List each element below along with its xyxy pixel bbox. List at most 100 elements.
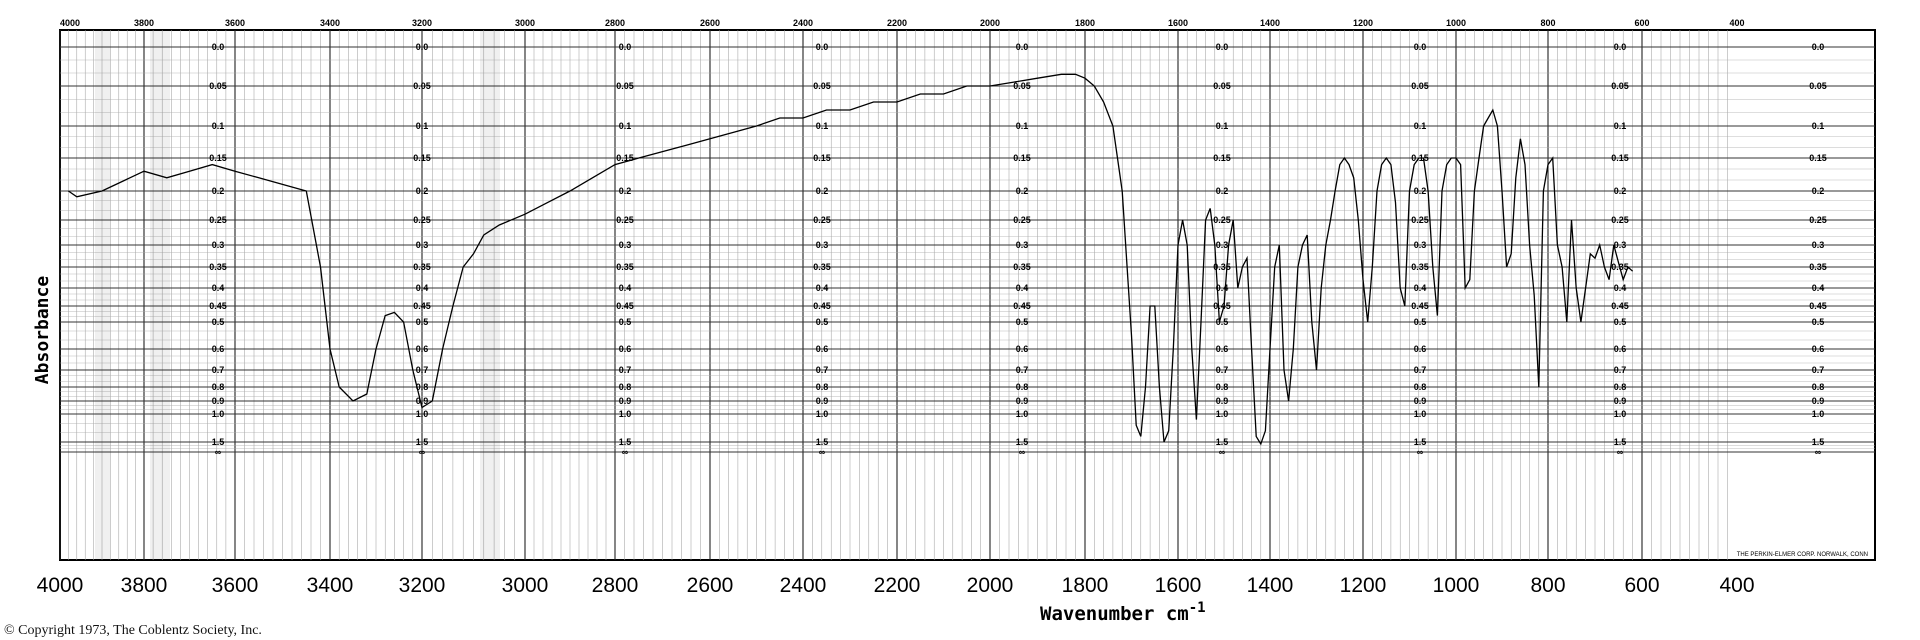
- bottom-tick-label: 1000: [1433, 574, 1480, 597]
- x-axis-title-main: Wavenumber cm: [1040, 603, 1189, 625]
- absorbance-tick-label: 0.7: [619, 365, 632, 375]
- bottom-tick-label: 1600: [1155, 574, 1202, 597]
- top-tick-label: 3800: [134, 18, 154, 28]
- absorbance-tick-label: 0.5: [619, 317, 632, 327]
- top-tick-label: 2600: [700, 18, 720, 28]
- grid-lines: [59, 30, 1875, 560]
- grid-shading-band: [95, 30, 110, 560]
- absorbance-tick-label: 0.45: [813, 301, 831, 311]
- absorbance-tick-label: 1.5: [416, 437, 429, 447]
- absorbance-tick-label: 0.8: [1414, 382, 1427, 392]
- absorbance-tick-label: 0.25: [1013, 215, 1031, 225]
- absorbance-tick-label: 0.2: [619, 186, 632, 196]
- absorbance-tick-label: 0.3: [1614, 240, 1627, 250]
- absorbance-tick-label: 0.45: [1809, 301, 1827, 311]
- absorbance-tick-label: 0.4: [1614, 283, 1627, 293]
- absorbance-tick-label: 0.35: [1411, 262, 1429, 272]
- absorbance-tick-label: 0.6: [1414, 344, 1427, 354]
- absorbance-tick-label: ∞: [1617, 447, 1624, 457]
- absorbance-tick-label: 1.5: [1016, 437, 1029, 447]
- top-tick-label: 2400: [793, 18, 813, 28]
- absorbance-tick-label: 1.0: [212, 409, 225, 419]
- absorbance-tick-label: 0.7: [1614, 365, 1627, 375]
- bottom-tick-label: 3600: [212, 574, 259, 597]
- absorbance-tick-label: 0.0: [1016, 42, 1029, 52]
- absorbance-tick-label: 0.15: [413, 153, 431, 163]
- bottom-tick-label: 2600: [687, 574, 734, 597]
- absorbance-tick-label: 0.2: [816, 186, 829, 196]
- absorbance-tick-label: 0.4: [1812, 283, 1825, 293]
- absorbance-tick-label: 0.2: [416, 186, 429, 196]
- absorbance-tick-label: 0.5: [816, 317, 829, 327]
- absorbance-tick-label: 0.6: [212, 344, 225, 354]
- absorbance-tick-label: 0.9: [1614, 396, 1627, 406]
- absorbance-tick-label: 0.0: [816, 42, 829, 52]
- bottom-tick-label: 600: [1624, 574, 1659, 597]
- absorbance-tick-label: 0.05: [1213, 81, 1231, 91]
- absorbance-tick-label: 0.05: [1809, 81, 1827, 91]
- absorbance-tick-label: 0.35: [616, 262, 634, 272]
- absorbance-tick-label: 0.25: [616, 215, 634, 225]
- absorbance-tick-label: ∞: [1417, 447, 1424, 457]
- absorbance-tick-label: 0.7: [1812, 365, 1825, 375]
- absorbance-tick-label: ∞: [419, 447, 426, 457]
- grid-shading-band: [480, 30, 500, 560]
- spectrum-line: [68, 73, 1634, 446]
- absorbance-tick-label: 0.0: [416, 42, 429, 52]
- absorbance-tick-label: 0.4: [416, 283, 429, 293]
- absorbance-tick-label: 0.2: [212, 186, 225, 196]
- bottom-tick-label: 400: [1719, 574, 1754, 597]
- absorbance-tick-label: 0.7: [1016, 365, 1029, 375]
- absorbance-tick-label: 0.15: [1213, 153, 1231, 163]
- absorbance-tick-label: 0.5: [416, 317, 429, 327]
- absorbance-tick-label: 0.5: [1414, 317, 1427, 327]
- absorbance-tick-label: 1.5: [1812, 437, 1825, 447]
- top-tick-label: 4000: [60, 18, 80, 28]
- x-axis-title-superscript: -1: [1189, 600, 1206, 616]
- absorbance-tick-label: 0.05: [413, 81, 431, 91]
- absorbance-tick-label: 0.05: [209, 81, 227, 91]
- absorbance-tick-label: 0.6: [816, 344, 829, 354]
- top-tick-label: 1800: [1075, 18, 1095, 28]
- top-tick-label: 1400: [1260, 18, 1280, 28]
- absorbance-tick-label: 0.7: [1216, 365, 1229, 375]
- absorbance-tick-label: ∞: [1815, 447, 1822, 457]
- absorbance-tick-label: 0.35: [209, 262, 227, 272]
- absorbance-tick-label: 0.8: [816, 382, 829, 392]
- top-tick-label: 800: [1540, 18, 1555, 28]
- absorbance-tick-label: 0.2: [1016, 186, 1029, 196]
- absorbance-tick-label: 1.5: [212, 437, 225, 447]
- absorbance-tick-label: 0.3: [1216, 240, 1229, 250]
- absorbance-tick-label: 1.5: [816, 437, 829, 447]
- absorbance-tick-label: 0.7: [212, 365, 225, 375]
- absorbance-tick-label: ∞: [622, 447, 629, 457]
- absorbance-tick-label: 0.8: [1614, 382, 1627, 392]
- bottom-tick-label: 3200: [399, 574, 446, 597]
- absorbance-tick-label: 0.25: [813, 215, 831, 225]
- absorbance-tick-label: 0.7: [816, 365, 829, 375]
- bottom-tick-label: 3000: [502, 574, 549, 597]
- absorbance-tick-label: ∞: [1019, 447, 1026, 457]
- absorbance-tick-label: 0.45: [209, 301, 227, 311]
- absorbance-tick-label: 0.35: [1213, 262, 1231, 272]
- absorbance-tick-label: 0.15: [813, 153, 831, 163]
- absorbance-tick-label: 0.0: [1812, 42, 1825, 52]
- top-tick-label: 2000: [980, 18, 1000, 28]
- absorbance-tick-label: 0.05: [616, 81, 634, 91]
- absorbance-tick-label: 0.9: [416, 396, 429, 406]
- absorbance-tick-label: ∞: [1219, 447, 1226, 457]
- absorbance-tick-label: 0.3: [212, 240, 225, 250]
- absorbance-tick-label: 0.9: [619, 396, 632, 406]
- bottom-tick-label: 2000: [967, 574, 1014, 597]
- y-axis-title: Absorbance: [32, 276, 53, 385]
- absorbance-tick-label: 0.1: [416, 121, 429, 131]
- absorbance-tick-label: 0.6: [1812, 344, 1825, 354]
- bottom-tick-label: 4000: [37, 574, 84, 597]
- absorbance-tick-label: 0.15: [209, 153, 227, 163]
- absorbance-tick-label: 0.15: [1013, 153, 1031, 163]
- copyright-notice: © Copyright 1973, The Coblentz Society, …: [4, 623, 262, 638]
- absorbance-tick-label: 1.0: [619, 409, 632, 419]
- absorbance-tick-label: 0.45: [1213, 301, 1231, 311]
- absorbance-tick-label: 0.45: [1611, 301, 1629, 311]
- absorbance-tick-label: 0.35: [1013, 262, 1031, 272]
